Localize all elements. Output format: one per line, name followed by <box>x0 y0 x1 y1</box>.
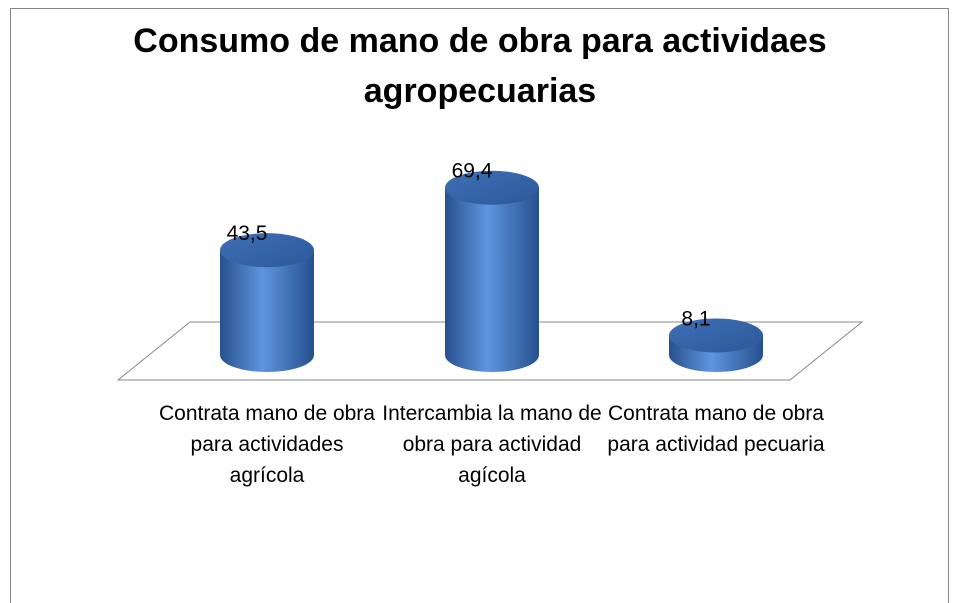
chart-frame <box>10 8 949 603</box>
data-label: 69,4 <box>452 160 493 183</box>
data-label: 8,1 <box>681 307 710 330</box>
bar <box>669 318 763 372</box>
x-tick-label: Intercambia la mano de obra para activid… <box>382 402 602 487</box>
bar <box>445 170 539 372</box>
bar-top <box>445 170 539 205</box>
x-tick-label: Contrata mano de obra para actividad pec… <box>607 402 825 456</box>
data-label: 43,5 <box>227 222 268 245</box>
x-tick-label: Contrata mano de obra para actividades a… <box>159 402 375 487</box>
bar-body <box>220 250 314 372</box>
bar <box>220 233 314 372</box>
chart-title: Consumo de mano de obra para actividaes … <box>133 22 827 110</box>
bar-top <box>220 233 314 268</box>
bar-top <box>669 318 763 353</box>
bar-body <box>445 187 539 372</box>
